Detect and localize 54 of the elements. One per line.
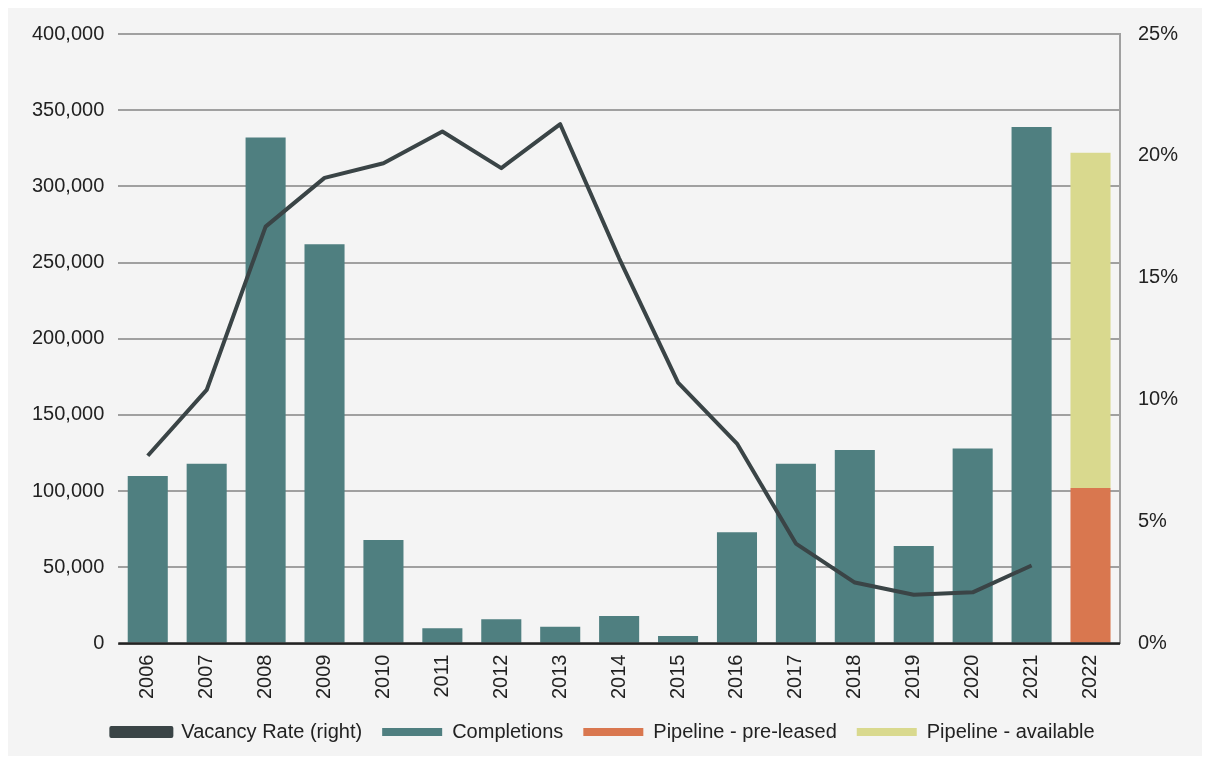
bar [481,619,522,643]
bar [775,463,816,643]
bar [599,616,640,643]
x-tick-label: 2018 [842,654,865,700]
y-tick-label: 350,000 [32,97,105,120]
x-tick-label: 2008 [253,654,276,700]
legend-label: Vacancy Rate (right) [181,719,363,742]
y-tick-label: 100,000 [32,478,105,501]
y-tick-label: 300,000 [32,173,105,196]
y2-tick-label: 5% [1137,509,1168,532]
bar [245,137,286,643]
x-tick-label: 2019 [901,654,924,700]
bar [716,532,758,643]
x-tick-label: 2021 [1019,654,1042,700]
y-tick-label: 200,000 [32,326,105,349]
bar [658,635,699,643]
y2-tick-label: 0% [1137,631,1168,654]
y-tick-label: 50,000 [43,554,105,577]
bar [1070,152,1111,489]
bar [363,539,404,643]
y2-tick-label: 15% [1137,265,1179,288]
legend-label: Pipeline - available [926,719,1095,742]
y2-tick-label: 20% [1137,143,1179,166]
x-tick-label: 2014 [606,654,629,700]
bar [186,463,227,643]
x-tick-label: 2017 [783,654,806,700]
x-tick-label: 2011 [429,654,452,698]
bar [952,448,993,643]
bar [422,628,463,643]
y2-tick-label: 25% [1137,21,1179,44]
y-tick-label: 400,000 [32,21,105,44]
x-tick-label: 2016 [724,654,747,700]
y-tick-label: 250,000 [32,250,105,273]
x-tick-label: 2012 [488,654,511,700]
x-tick-label: 2007 [194,654,217,700]
x-tick-label: 2009 [312,654,335,700]
bar [893,545,934,643]
x-tick-label: 2022 [1078,654,1101,700]
y2-tick-label: 10% [1137,387,1179,410]
legend-label: Pipeline - pre-leased [653,719,837,742]
y-tick-label: 150,000 [32,402,105,425]
x-tick-label: 2020 [960,654,983,700]
bar [540,626,581,643]
bar [1070,488,1111,643]
x-tick-label: 2013 [547,654,570,700]
bar [834,449,875,643]
bar [304,244,345,643]
x-tick-label: 2015 [665,654,688,700]
legend-label: Completions [452,719,564,742]
bar [127,475,168,643]
x-tick-label: 2010 [370,654,393,700]
bar [1011,126,1052,643]
y-tick-label: 0 [93,631,105,654]
x-tick-label: 2006 [135,654,158,700]
